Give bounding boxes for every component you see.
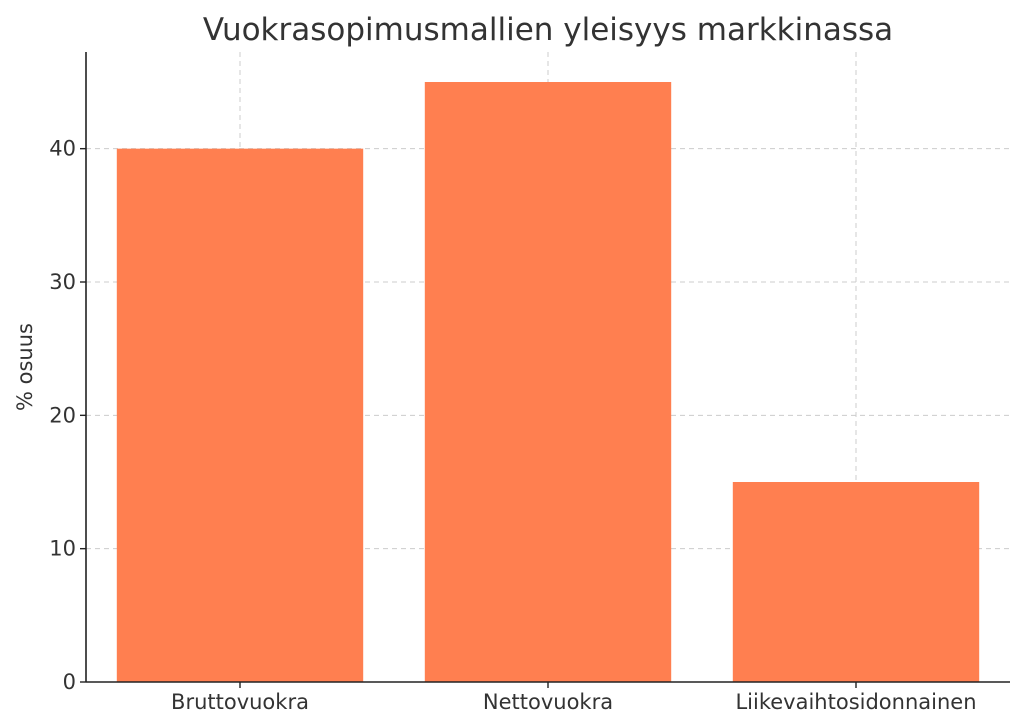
bars [116, 82, 980, 682]
y-tick-label: 40 [49, 137, 76, 161]
y-tick-label: 20 [49, 403, 76, 427]
bar-bruttovuokra [116, 148, 364, 682]
y-tick-label: 30 [49, 270, 76, 294]
bar-liikevaihtosidonnainen [732, 482, 980, 682]
x-tick-label: Bruttovuokra [171, 690, 309, 714]
tick-labels: 0 10 20 30 40 Bruttovuokra Nettovuokra Liikevai… [49, 137, 976, 714]
x-tick-label: Nettovuokra [483, 690, 613, 714]
x-tick-label: Liikevaihtosidonnainen [735, 690, 976, 714]
bar-nettovuokra [424, 82, 672, 682]
y-tick-label: 0 [63, 670, 76, 694]
y-tick-label: 10 [49, 537, 76, 561]
y-axis-label: % osuus [13, 323, 37, 411]
chart-title: Vuokrasopimusmallien yleisyys markkinass… [203, 12, 893, 48]
